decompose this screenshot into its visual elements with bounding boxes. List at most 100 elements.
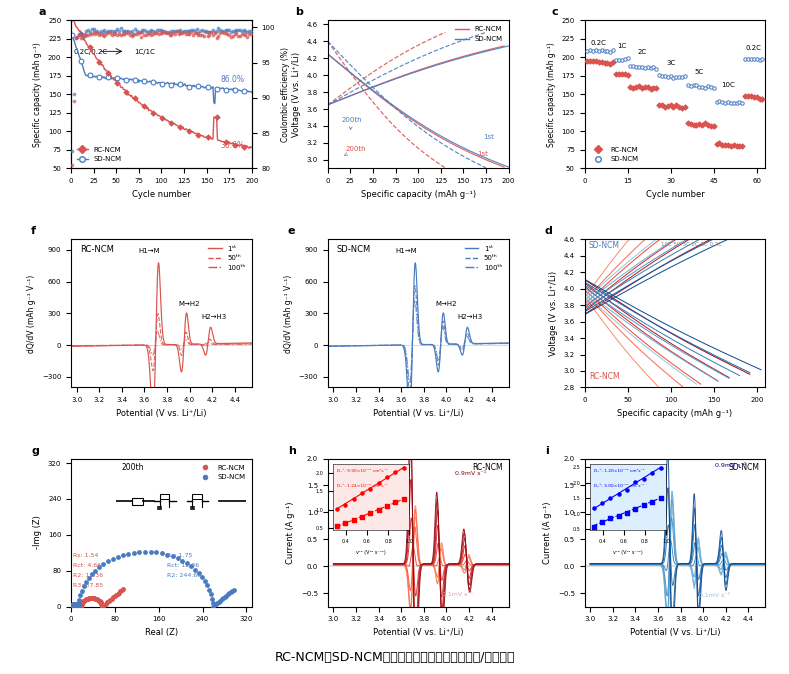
Point	[174, 25, 187, 36]
Point	[113, 28, 125, 39]
Point	[178, 25, 190, 36]
Point	[127, 30, 140, 40]
Point	[144, 26, 156, 36]
Point	[75, 585, 88, 596]
Point	[753, 93, 766, 104]
Point	[80, 594, 93, 605]
Point	[237, 86, 250, 96]
Point	[641, 61, 654, 72]
Point	[174, 79, 187, 90]
Point	[193, 81, 205, 92]
Point	[81, 593, 94, 604]
Point	[633, 62, 645, 73]
Point	[205, 26, 218, 37]
Point	[73, 601, 85, 612]
Point	[212, 23, 225, 34]
Point	[155, 548, 168, 559]
Point	[747, 92, 760, 102]
Point	[230, 28, 243, 38]
Point	[67, 96, 80, 106]
Point	[607, 44, 619, 55]
Point	[85, 24, 98, 34]
Point	[65, 601, 78, 611]
Point	[215, 27, 228, 38]
Point	[102, 72, 114, 83]
Y-axis label: Specific capacity (mAh g⁻¹): Specific capacity (mAh g⁻¹)	[547, 42, 555, 147]
Point	[619, 69, 631, 80]
Y-axis label: -Img (Z): -Img (Z)	[33, 516, 43, 549]
Point	[79, 594, 92, 605]
Point	[214, 595, 226, 606]
Point	[687, 80, 700, 90]
Text: SD-NCM: SD-NCM	[729, 463, 760, 472]
Point	[199, 576, 211, 586]
Point	[73, 30, 85, 40]
Point	[98, 599, 110, 610]
Point	[73, 599, 85, 609]
Point	[114, 23, 127, 34]
Text: e: e	[288, 226, 296, 237]
Point	[621, 69, 634, 80]
Point	[74, 600, 87, 611]
Point	[210, 84, 222, 94]
X-axis label: Potential (V vs. Li⁺/Li): Potential (V vs. Li⁺/Li)	[630, 628, 720, 637]
Point	[171, 553, 184, 563]
Point	[716, 96, 728, 107]
Point	[644, 84, 656, 94]
Point	[593, 45, 605, 56]
Point	[236, 26, 249, 36]
Text: 1C: 1C	[617, 43, 626, 49]
Text: H1→M: H1→M	[395, 248, 417, 254]
Point	[122, 548, 135, 559]
Point	[71, 32, 84, 42]
Text: 1C/1C: 1C/1C	[134, 49, 155, 55]
Text: h: h	[288, 446, 296, 456]
Point	[165, 80, 178, 90]
X-axis label: Real (Z): Real (Z)	[145, 628, 178, 637]
Point	[165, 29, 178, 40]
Text: 1st: 1st	[483, 133, 494, 140]
Point	[624, 82, 637, 92]
Point	[69, 599, 81, 609]
Point	[719, 140, 731, 150]
Point	[589, 44, 602, 55]
Y-axis label: Coulombic efficiency (%): Coulombic efficiency (%)	[281, 47, 290, 142]
Text: 0.9mV s⁻¹: 0.9mV s⁻¹	[715, 462, 746, 468]
Text: SD-NCM: SD-NCM	[337, 245, 371, 254]
Point	[650, 82, 663, 93]
Point	[67, 599, 80, 610]
Point	[201, 26, 214, 37]
Point	[66, 599, 79, 610]
Point	[69, 600, 81, 611]
Point	[66, 599, 79, 610]
Point	[66, 600, 79, 611]
Point	[214, 28, 226, 38]
Point	[212, 596, 225, 607]
Point	[65, 30, 78, 40]
Text: 1st: 1st	[477, 150, 488, 156]
Point	[176, 555, 189, 566]
Point	[110, 30, 123, 40]
Point	[97, 559, 110, 570]
Point	[162, 27, 174, 38]
Point	[106, 26, 118, 36]
Point	[745, 54, 757, 65]
Point	[727, 97, 740, 108]
Point	[72, 600, 84, 611]
Point	[739, 53, 752, 64]
Point	[708, 121, 720, 131]
Point	[68, 599, 80, 609]
Point	[598, 46, 611, 57]
Point	[215, 26, 228, 36]
Point	[243, 29, 256, 40]
Point	[232, 30, 245, 41]
Point	[104, 594, 117, 605]
Point	[70, 599, 83, 609]
Point	[210, 32, 222, 43]
Point	[75, 601, 88, 611]
X-axis label: Potential (V vs. Li⁺/Li): Potential (V vs. Li⁺/Li)	[116, 408, 207, 418]
Point	[103, 596, 115, 607]
Point	[653, 70, 665, 81]
Point	[627, 61, 640, 72]
Point	[647, 83, 660, 94]
